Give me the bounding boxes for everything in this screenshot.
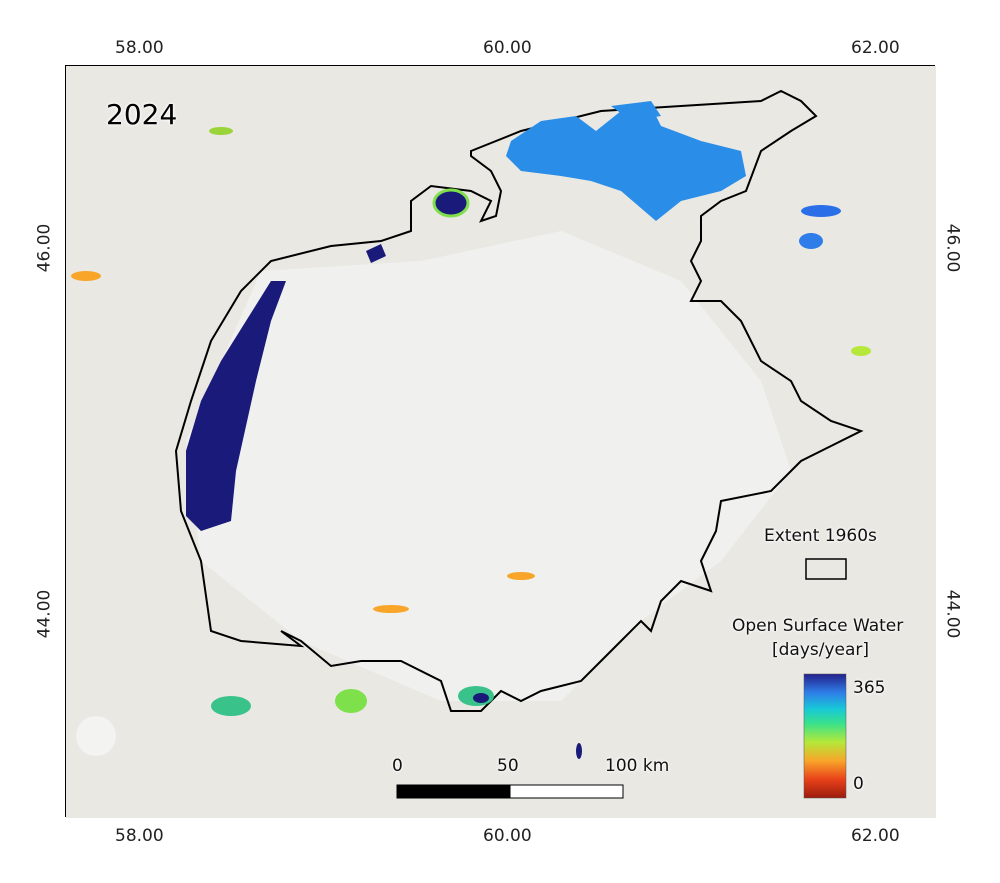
extent-1960s-outline — [174, 89, 864, 712]
scale-bar-black — [396, 784, 511, 799]
west-basin-water — [186, 281, 286, 531]
north-aral-bay — [611, 101, 661, 121]
map-canvas — [66, 66, 936, 818]
small-lake-north — [366, 244, 386, 263]
x-tick-top-62: 62.00 — [851, 38, 900, 58]
legend-colorbar — [803, 673, 847, 799]
legend-extent-swatch — [805, 558, 847, 580]
x-tick-bottom-62: 62.00 — [851, 826, 900, 846]
legend-min-label: 0 — [853, 774, 864, 794]
scale-label-0: 0 — [392, 756, 403, 776]
scale-label-100: 100 km — [605, 756, 670, 776]
y-tick-right-44: 44.00 — [942, 589, 963, 639]
lake-tshchebas — [432, 188, 470, 218]
x-tick-bottom-58: 58.00 — [115, 826, 164, 846]
y-tick-left-46: 46.00 — [34, 223, 55, 273]
y-tick-left-44: 44.00 — [34, 589, 55, 639]
y-tick-right-46: 46.00 — [942, 223, 963, 273]
map-frame: 2024 Extent 1960s Open Surface Water [da… — [65, 65, 936, 818]
legend-water-unit: [days/year] — [772, 640, 870, 660]
year-label: 2024 — [106, 98, 178, 131]
x-tick-top-58: 58.00 — [115, 38, 164, 58]
x-tick-top-60: 60.00 — [483, 38, 532, 58]
scale-bar-white — [509, 784, 624, 799]
legend-extent-title: Extent 1960s — [764, 526, 877, 546]
legend-water-title: Open Surface Water — [732, 616, 904, 636]
north-aral-water — [506, 106, 746, 221]
dry-seabed — [186, 231, 791, 701]
x-tick-bottom-60: 60.00 — [483, 826, 532, 846]
scattered-water-patches — [71, 127, 871, 759]
legend-max-label: 365 — [853, 678, 886, 698]
scale-label-50: 50 — [497, 756, 519, 776]
